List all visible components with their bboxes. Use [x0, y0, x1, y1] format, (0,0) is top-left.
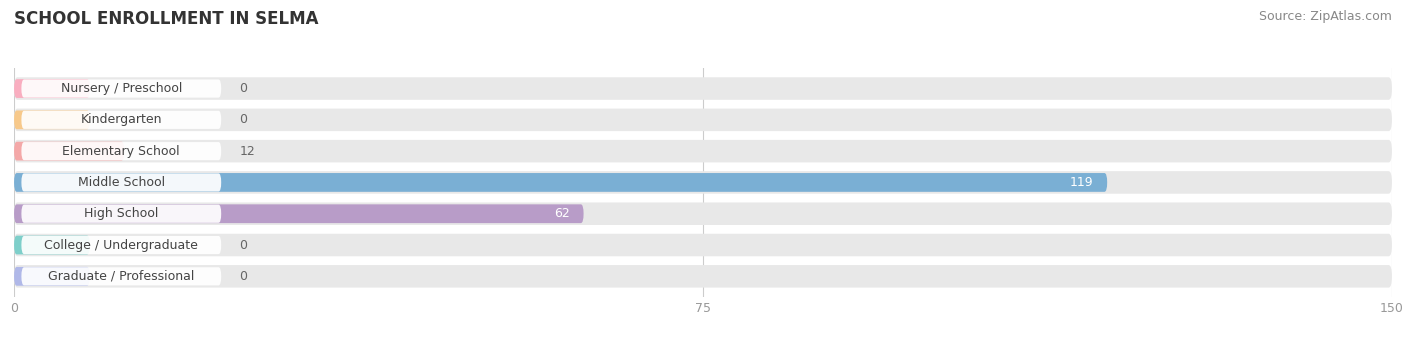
Text: Middle School: Middle School: [77, 176, 165, 189]
FancyBboxPatch shape: [14, 142, 124, 161]
FancyBboxPatch shape: [21, 173, 221, 192]
FancyBboxPatch shape: [21, 267, 221, 285]
Text: 119: 119: [1070, 176, 1094, 189]
FancyBboxPatch shape: [21, 142, 221, 160]
FancyBboxPatch shape: [21, 236, 221, 254]
FancyBboxPatch shape: [14, 110, 90, 129]
Text: SCHOOL ENROLLMENT IN SELMA: SCHOOL ENROLLMENT IN SELMA: [14, 10, 319, 28]
FancyBboxPatch shape: [14, 173, 1107, 192]
Text: 0: 0: [239, 270, 247, 283]
FancyBboxPatch shape: [14, 203, 1392, 225]
FancyBboxPatch shape: [14, 171, 1392, 194]
Text: Kindergarten: Kindergarten: [80, 113, 162, 126]
Text: 0: 0: [239, 239, 247, 252]
Text: 12: 12: [239, 145, 256, 158]
FancyBboxPatch shape: [14, 108, 1392, 131]
Text: 0: 0: [239, 113, 247, 126]
FancyBboxPatch shape: [14, 79, 90, 98]
FancyBboxPatch shape: [14, 267, 90, 286]
FancyBboxPatch shape: [14, 234, 1392, 256]
Text: 0: 0: [239, 82, 247, 95]
Text: Nursery / Preschool: Nursery / Preschool: [60, 82, 181, 95]
Text: Graduate / Professional: Graduate / Professional: [48, 270, 194, 283]
Text: Source: ZipAtlas.com: Source: ZipAtlas.com: [1258, 10, 1392, 23]
FancyBboxPatch shape: [14, 77, 1392, 100]
FancyBboxPatch shape: [21, 111, 221, 129]
Text: 62: 62: [554, 207, 569, 220]
FancyBboxPatch shape: [14, 236, 90, 254]
FancyBboxPatch shape: [14, 140, 1392, 162]
FancyBboxPatch shape: [21, 205, 221, 223]
FancyBboxPatch shape: [14, 265, 1392, 287]
Text: Elementary School: Elementary School: [62, 145, 180, 158]
Text: College / Undergraduate: College / Undergraduate: [45, 239, 198, 252]
FancyBboxPatch shape: [14, 204, 583, 223]
Text: High School: High School: [84, 207, 159, 220]
FancyBboxPatch shape: [21, 79, 221, 98]
